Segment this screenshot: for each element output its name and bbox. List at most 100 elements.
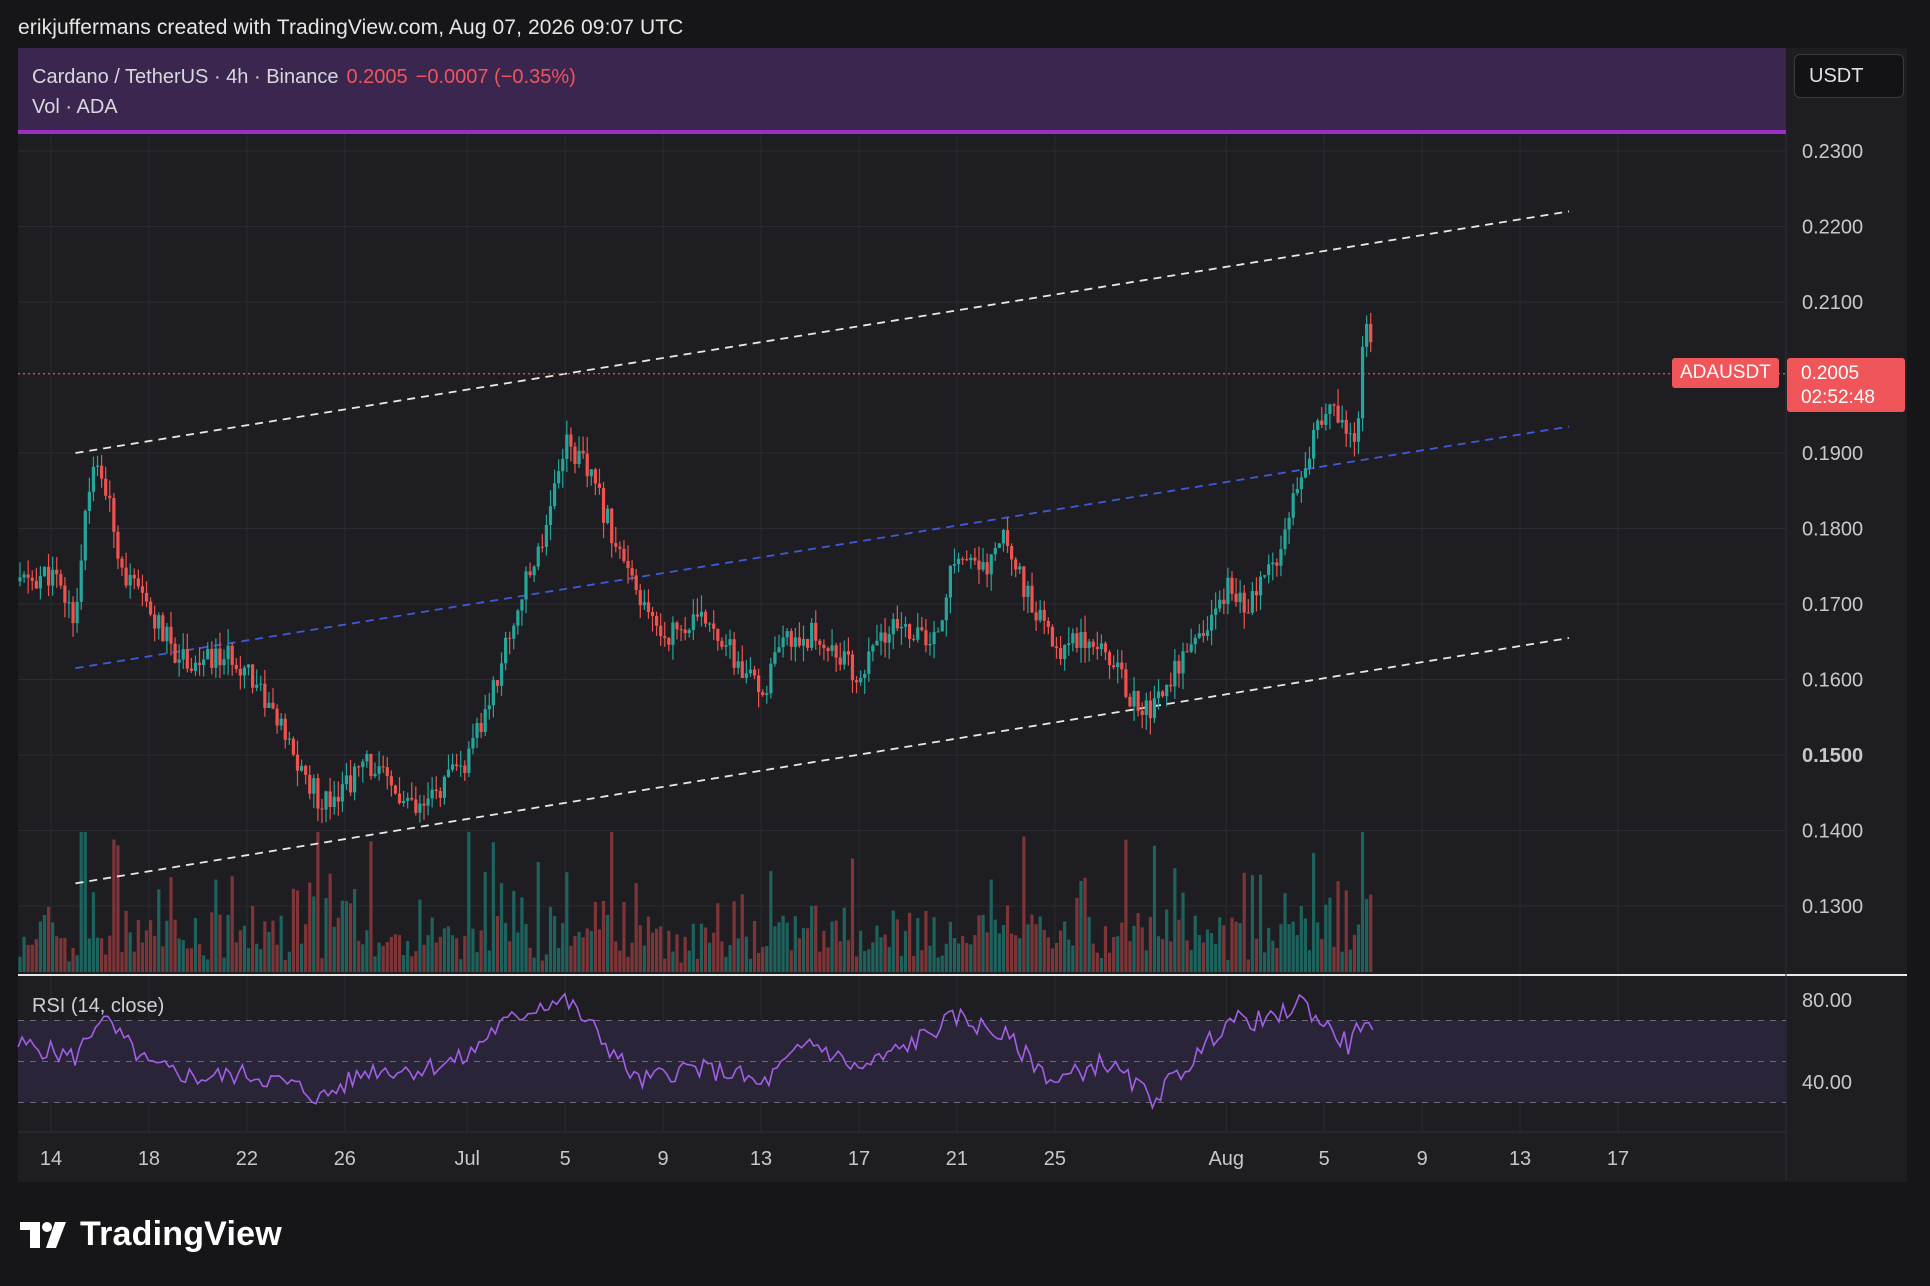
- volume-bar: [895, 919, 899, 972]
- candle-body: [1026, 585, 1030, 597]
- candle-body: [924, 630, 928, 646]
- volume-bar: [1128, 941, 1132, 972]
- volume-bar: [822, 930, 826, 972]
- volume-bar: [838, 941, 842, 972]
- volume-bar: [442, 928, 446, 972]
- volume-bar: [1189, 950, 1193, 972]
- volume-bar: [675, 934, 679, 972]
- candle-body: [1148, 700, 1152, 719]
- candle-body: [414, 799, 418, 813]
- volume-bar: [1336, 881, 1340, 972]
- candle-body: [1181, 651, 1185, 674]
- volume-bar: [177, 938, 181, 972]
- volume-bar: [136, 920, 140, 972]
- volume-bar: [585, 928, 589, 972]
- volume-bar: [63, 937, 67, 972]
- rsi-legend[interactable]: RSI (14, close): [32, 995, 165, 1017]
- volume-bar: [618, 950, 622, 972]
- chart-frame: [18, 48, 1907, 1182]
- candle-body: [508, 637, 512, 639]
- volume-bar: [255, 943, 259, 972]
- candle-body: [59, 574, 63, 586]
- candle-body: [646, 602, 651, 613]
- volume-bar: [614, 941, 618, 972]
- candle-body: [1185, 651, 1189, 653]
- volume-bar: [561, 923, 565, 972]
- candle-body: [1120, 662, 1124, 670]
- candle-body: [740, 661, 744, 679]
- volume-bar: [299, 943, 304, 972]
- volume-bar: [728, 944, 732, 972]
- volume-bar: [1226, 959, 1230, 972]
- candle-body: [969, 557, 973, 561]
- volume-bar: [222, 957, 226, 972]
- candle-body: [1279, 549, 1283, 566]
- volume-bar: [671, 951, 675, 972]
- volume-bar: [46, 906, 51, 972]
- candle-body: [834, 645, 838, 658]
- candle-body: [312, 778, 316, 794]
- time-axis-tick-label: 25: [1044, 1148, 1066, 1170]
- candle-body: [1201, 633, 1206, 636]
- candle-body: [91, 466, 96, 492]
- candle-body: [467, 748, 471, 773]
- candle-body: [1124, 669, 1128, 697]
- candle-body: [618, 546, 622, 549]
- volume-bar: [1083, 877, 1087, 972]
- candle-body: [581, 450, 585, 454]
- candle-body: [79, 560, 83, 602]
- candle-body: [1083, 632, 1087, 649]
- candle-body: [495, 680, 500, 686]
- candle-body: [1316, 420, 1320, 431]
- candle-body: [1022, 566, 1026, 597]
- candle-body: [393, 785, 398, 794]
- volume-bar: [259, 949, 263, 972]
- candle-body: [1197, 633, 1201, 638]
- volume-bar: [1340, 951, 1344, 972]
- currency-selector[interactable]: USDT: [1794, 54, 1904, 98]
- volume-bar: [446, 926, 451, 972]
- volume-bar: [871, 942, 875, 972]
- volume-bar: [1311, 852, 1316, 972]
- volume-bar: [238, 930, 242, 972]
- candle-body: [814, 622, 818, 641]
- candle-body: [765, 693, 769, 696]
- candle-body: [916, 627, 920, 640]
- volume-bar: [499, 883, 504, 972]
- candle-body: [120, 558, 124, 568]
- candle-body: [1320, 420, 1324, 425]
- candle-body: [340, 784, 344, 802]
- candle-body: [699, 611, 704, 617]
- volume-bar: [842, 907, 846, 972]
- volume-bar: [1095, 952, 1099, 972]
- volume-bar: [1071, 945, 1075, 972]
- candle-body: [671, 622, 675, 645]
- volume-bar: [304, 924, 308, 972]
- volume-bar: [1161, 939, 1165, 972]
- volume-bar: [993, 919, 997, 972]
- volume-bar: [1291, 921, 1295, 972]
- volume-bar: [1324, 904, 1328, 972]
- volume-bar: [920, 950, 924, 972]
- candle-body: [842, 651, 846, 665]
- volume-bar: [1005, 905, 1010, 972]
- candle-body: [100, 465, 104, 479]
- candle-body: [26, 574, 30, 578]
- candle-body: [997, 543, 1001, 548]
- volume-bar: [202, 955, 206, 972]
- symbol-legend[interactable]: Cardano / TetherUS · 4h · Binance 0.2005−…: [32, 66, 576, 89]
- candle-body: [63, 585, 67, 603]
- candle-body: [1095, 646, 1099, 650]
- candle-body: [401, 800, 406, 804]
- volume-bar: [789, 950, 793, 972]
- volume-bar: [928, 945, 932, 972]
- volume-bar: [659, 926, 663, 972]
- candle-body: [1356, 418, 1361, 442]
- volume-legend[interactable]: Vol · ADA: [32, 96, 118, 118]
- candle-body: [1283, 529, 1287, 550]
- volume-bar: [283, 960, 287, 972]
- volume-bar: [818, 951, 822, 972]
- candle-body: [585, 453, 589, 477]
- tradingview-logo[interactable]: TradingView: [20, 1215, 282, 1254]
